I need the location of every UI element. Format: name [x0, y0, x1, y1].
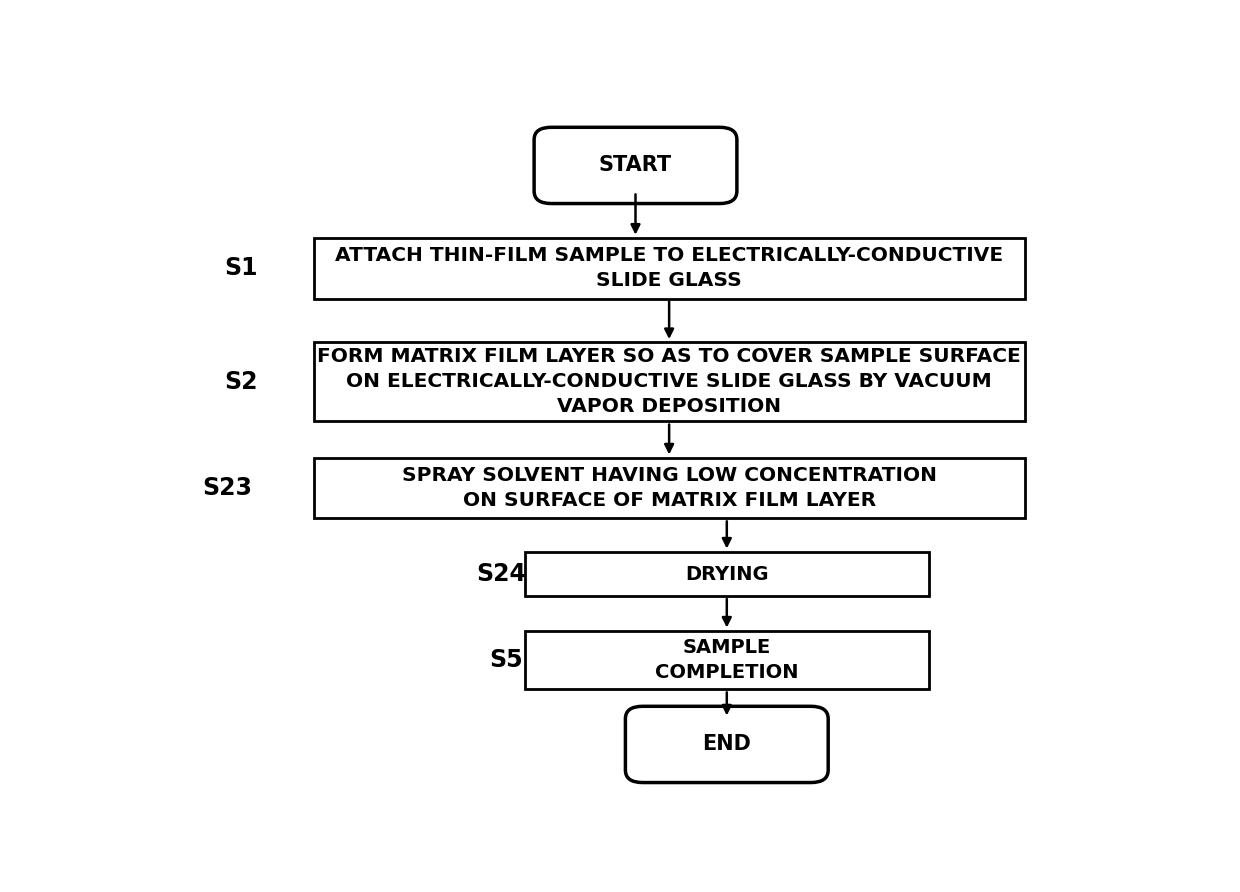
- Bar: [314, 238, 1024, 299]
- Bar: [525, 552, 929, 597]
- Bar: [525, 631, 929, 690]
- Text: S5: S5: [489, 648, 522, 672]
- Text: S23: S23: [202, 476, 252, 500]
- Text: DRYING: DRYING: [684, 565, 769, 583]
- Text: S24: S24: [476, 562, 526, 586]
- Text: END: END: [702, 734, 751, 755]
- Text: START: START: [599, 155, 672, 176]
- Text: S1: S1: [224, 256, 258, 280]
- Bar: [314, 343, 1024, 421]
- Text: FORM MATRIX FILM LAYER SO AS TO COVER SAMPLE SURFACE
ON ELECTRICALLY-CONDUCTIVE : FORM MATRIX FILM LAYER SO AS TO COVER SA…: [317, 347, 1021, 417]
- Text: SPRAY SOLVENT HAVING LOW CONCENTRATION
ON SURFACE OF MATRIX FILM LAYER: SPRAY SOLVENT HAVING LOW CONCENTRATION O…: [402, 467, 936, 510]
- Bar: [314, 458, 1024, 518]
- Text: ATTACH THIN-FILM SAMPLE TO ELECTRICALLY-CONDUCTIVE
SLIDE GLASS: ATTACH THIN-FILM SAMPLE TO ELECTRICALLY-…: [335, 246, 1003, 291]
- Text: S2: S2: [224, 370, 258, 393]
- FancyBboxPatch shape: [534, 128, 737, 203]
- Text: SAMPLE
COMPLETION: SAMPLE COMPLETION: [655, 638, 799, 682]
- FancyBboxPatch shape: [625, 706, 828, 782]
